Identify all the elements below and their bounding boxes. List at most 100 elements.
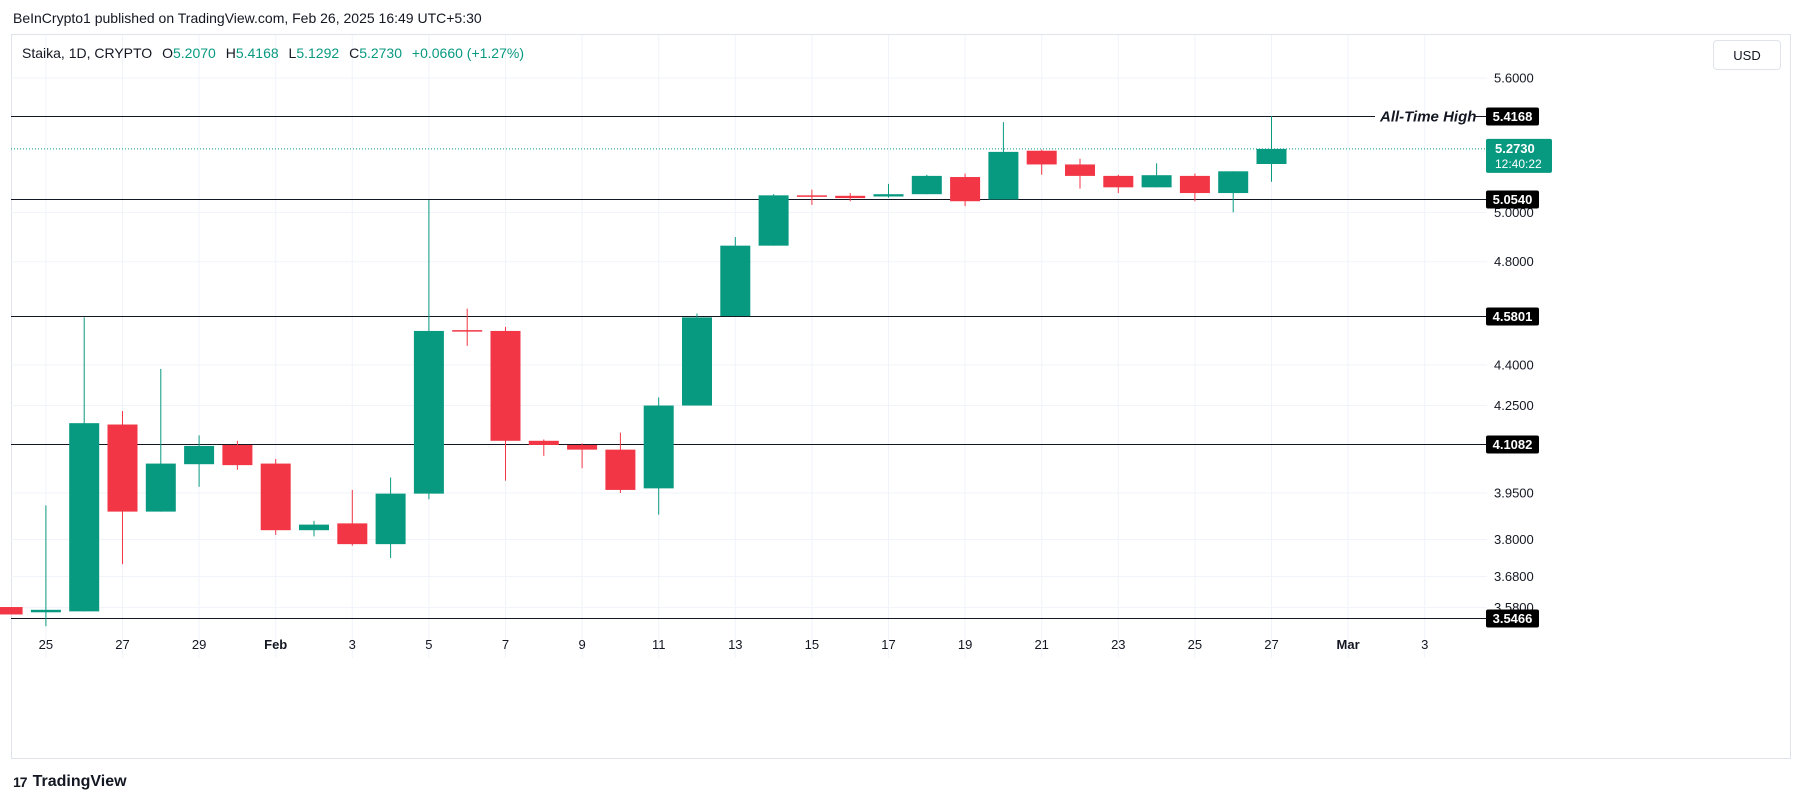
- candles: [0, 116, 1287, 627]
- candle: [605, 432, 636, 494]
- candle-body: [643, 405, 674, 489]
- candle-body: [413, 330, 444, 494]
- x-tick-label: 3: [349, 637, 356, 652]
- candle-body: [490, 330, 521, 441]
- candle-body: [1256, 148, 1287, 164]
- open-label: O: [162, 45, 173, 61]
- candle: [682, 313, 712, 406]
- candle: [643, 397, 674, 515]
- candle-body: [222, 444, 253, 466]
- candle: [1026, 149, 1057, 175]
- candle-body: [1103, 175, 1134, 188]
- last-price-tag-bg: [1486, 138, 1552, 173]
- candle: [1218, 171, 1249, 213]
- candle: [413, 199, 444, 500]
- candle: [911, 174, 942, 195]
- candle: [950, 173, 981, 207]
- candle: [452, 308, 483, 346]
- high-label: H: [225, 45, 236, 61]
- symbol-label: Staika, 1D, CRYPTO: [22, 45, 153, 61]
- candle-body: [796, 195, 827, 197]
- x-tick-label: 13: [728, 637, 742, 652]
- candle-body: [528, 440, 559, 445]
- level-tag-bg: [1486, 435, 1539, 454]
- candle: [69, 317, 100, 612]
- x-tick-label: 15: [805, 637, 819, 652]
- x-tick-label: 29: [192, 637, 206, 652]
- level-tag-bg: [1486, 190, 1539, 209]
- x-tick-label: 25: [1188, 637, 1202, 652]
- candle-body: [758, 195, 789, 246]
- y-tick-label: 3.9500: [1494, 486, 1534, 501]
- level-lines: All-Time High: [11, 109, 1487, 619]
- candle: [1141, 163, 1172, 188]
- candle-body: [145, 463, 176, 512]
- currency-button[interactable]: USD: [1713, 40, 1781, 70]
- candle-body: [1218, 171, 1249, 194]
- level-tag-bg: [1486, 609, 1539, 628]
- candle-body: [720, 245, 751, 317]
- candle-body: [1026, 150, 1057, 165]
- low-value: 5.1292: [296, 45, 340, 61]
- price-tags: 5.4168 5.0540 4.5801 4.1082 3.5466 5.273012:4…: [1486, 107, 1552, 628]
- level-tag-label: 3.5466: [1493, 611, 1533, 626]
- y-tick-label: 5.0000: [1494, 205, 1534, 220]
- candle: [375, 477, 406, 559]
- y-tick-label: 3.8000: [1494, 532, 1534, 547]
- candle-body: [260, 463, 291, 531]
- candle: [528, 439, 559, 456]
- x-tick-label: Feb: [264, 637, 287, 652]
- candle: [260, 458, 291, 535]
- candle: [222, 440, 253, 470]
- level-tag-label: 4.1082: [1493, 437, 1533, 452]
- candle: [1179, 173, 1210, 202]
- y-tick-label: 3.6800: [1494, 569, 1534, 584]
- x-tick-label: 19: [958, 637, 972, 652]
- candle-body: [107, 424, 138, 512]
- ath-annotation: All-Time High: [1379, 109, 1476, 126]
- candle: [796, 189, 827, 205]
- level-tag-bg: [1486, 107, 1539, 126]
- candle: [1256, 116, 1287, 182]
- grid-layer: [11, 35, 1487, 658]
- level-tag-label: 5.4168: [1493, 109, 1533, 124]
- candle: [107, 410, 138, 565]
- candle: [720, 237, 751, 317]
- candle-body: [1065, 164, 1095, 176]
- y-tick-label: 4.4000: [1494, 357, 1534, 372]
- candle-body: [452, 330, 483, 332]
- axis-labels: 25 27 29 Feb 3 5 7 9 11 13 15 17 19 21 23 25 27 Mar 3 5.600…: [39, 71, 1534, 653]
- candle: [490, 326, 521, 481]
- tradingview-brand: TradingView: [32, 773, 127, 790]
- candle: [835, 193, 866, 202]
- change-value: +0.0660 (+1.27%): [411, 45, 524, 61]
- x-tick-label: 5: [425, 637, 432, 652]
- candle: [988, 122, 1019, 200]
- candle-body: [605, 449, 636, 490]
- candle-body: [567, 444, 598, 450]
- tradingview-logo-icon: 17: [13, 774, 28, 790]
- y-tick-label: 5.6000: [1494, 71, 1534, 86]
- candle-body: [988, 151, 1019, 200]
- level-tag-bg: [1486, 307, 1539, 326]
- candle-body: [299, 524, 329, 531]
- candle: [184, 435, 215, 487]
- x-tick-label: 3: [1421, 637, 1428, 652]
- high-value: 5.4168: [235, 45, 279, 61]
- candle: [873, 183, 904, 198]
- x-tick-label: 11: [652, 637, 666, 652]
- tradingview-logo[interactable]: 17 TradingView: [13, 773, 127, 791]
- x-tick-label: 17: [881, 637, 895, 652]
- candle: [299, 520, 329, 537]
- candle-body: [69, 423, 100, 612]
- x-tick-label: 27: [1264, 637, 1278, 652]
- y-tick-label: 4.2500: [1494, 398, 1534, 413]
- candle-body: [950, 177, 981, 202]
- ohlc-legend: Staika, 1D, CRYPTO O5.2070 H5.4168 L5.12…: [22, 45, 530, 61]
- candle: [758, 194, 789, 246]
- candle: [1065, 158, 1095, 189]
- x-tick-label: 23: [1111, 637, 1125, 652]
- candle-body: [337, 523, 368, 545]
- x-tick-label: 25: [39, 637, 53, 652]
